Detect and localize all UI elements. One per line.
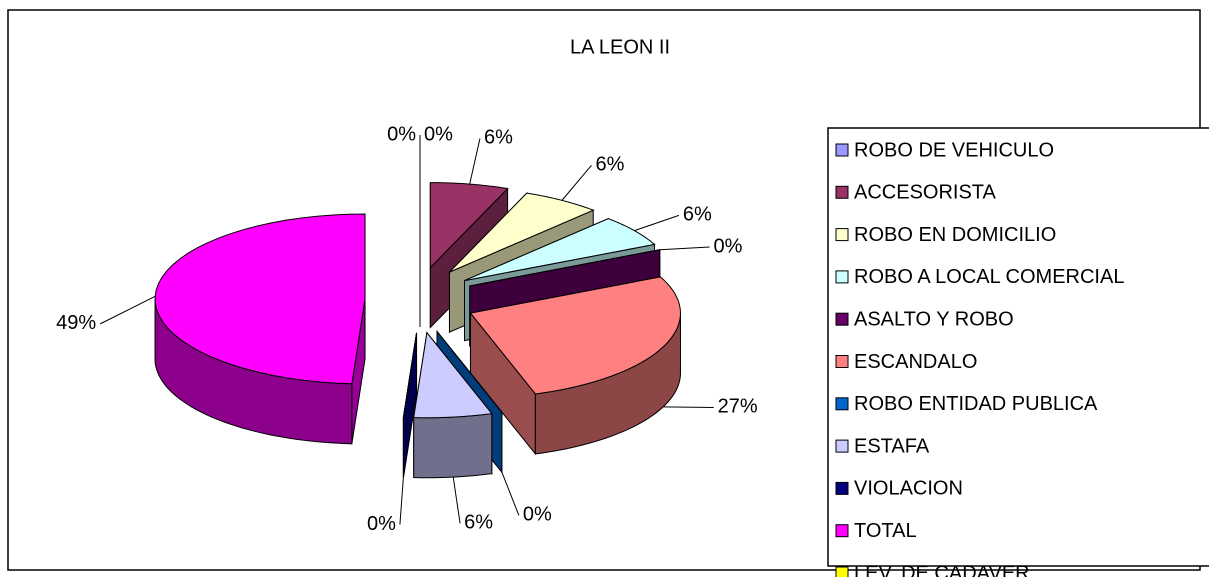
data-label: 49% <box>56 312 96 334</box>
legend-swatch <box>835 355 849 368</box>
leader-line <box>634 214 680 232</box>
data-label: 27% <box>718 396 758 418</box>
legend-swatch <box>835 481 849 495</box>
legend-swatch <box>835 228 849 242</box>
legend-swatch <box>835 143 849 157</box>
slice-side <box>413 413 493 479</box>
legend-label: TOTAL <box>854 520 917 542</box>
data-label: 0% <box>367 513 396 535</box>
data-label: 0% <box>387 123 416 145</box>
chart-title: LA LEON II <box>570 36 670 58</box>
data-label: 0% <box>523 504 552 526</box>
slice <box>436 331 503 413</box>
legend-swatch <box>835 397 849 411</box>
leader-line <box>99 295 156 325</box>
legend-label: ROBO DE VEHICULO <box>854 139 1054 161</box>
data-label: 6% <box>484 127 513 149</box>
data-label: 6% <box>464 512 493 534</box>
legend-swatch <box>835 524 849 538</box>
legend-swatch <box>835 312 849 326</box>
data-label: 6% <box>683 204 712 226</box>
leader-line <box>663 406 714 408</box>
legend-label: ROBO EN DOMICILIO <box>854 224 1056 246</box>
legend-label: ROBO A LOCAL COMERCIAL <box>854 266 1124 288</box>
data-label: 0% <box>714 235 743 257</box>
legend-swatch <box>835 185 849 199</box>
slice-tops <box>154 182 681 419</box>
data-label: 0% <box>424 123 453 145</box>
legend-label: ROBO ENTIDAD PUBLICA <box>854 393 1098 415</box>
legend-label: VIOLACION <box>854 478 963 500</box>
legend-swatch <box>835 439 849 453</box>
slice <box>402 332 418 418</box>
legend-label: ESTAFA <box>854 435 930 457</box>
data-label: 6% <box>595 154 624 176</box>
leader-line <box>469 138 481 185</box>
legend-label: ESCANDALO <box>854 351 977 373</box>
legend-label: ASALTO Y ROBO <box>854 308 1014 330</box>
slice <box>469 249 660 287</box>
leader-line <box>501 472 520 516</box>
legend-swatch <box>835 566 849 577</box>
leader-line <box>561 165 592 201</box>
legend-label: LEV. DE CADAVER <box>854 562 1030 577</box>
leader-line <box>399 477 404 525</box>
slice <box>413 331 493 419</box>
leader-line <box>659 246 710 251</box>
legend-swatch <box>835 270 849 284</box>
leader-line <box>452 476 461 524</box>
legend-label: ACCESORISTA <box>854 182 997 204</box>
slice <box>469 276 681 395</box>
legend-box <box>827 127 1209 567</box>
